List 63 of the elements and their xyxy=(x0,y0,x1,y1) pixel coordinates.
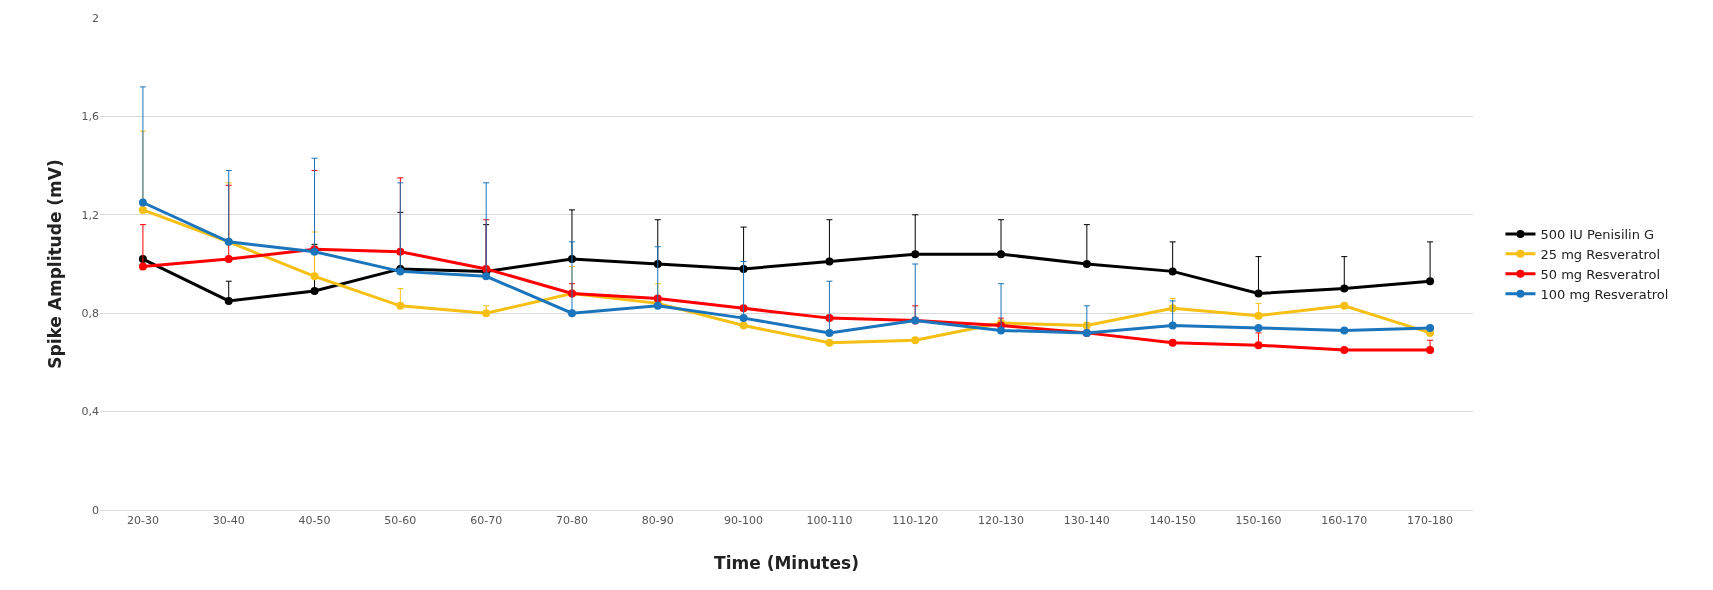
y-tick-label: 0 xyxy=(92,503,99,517)
x-tick-label: 120-130 xyxy=(978,514,1025,528)
point xyxy=(138,205,147,214)
point xyxy=(396,301,405,310)
point xyxy=(567,309,576,318)
x-tick-label: 170-180 xyxy=(1407,514,1454,528)
point xyxy=(1254,341,1263,350)
x-tick-label: 20-30 xyxy=(126,514,159,528)
x-tick-label: 40-50 xyxy=(298,514,331,528)
point xyxy=(1254,311,1263,320)
y-axis-title: Spike Amplitude (mV) xyxy=(45,159,66,369)
x-tick-label: 30-40 xyxy=(212,514,245,528)
x-tick-label: 50-60 xyxy=(384,514,417,528)
point xyxy=(1340,346,1349,355)
point xyxy=(1340,301,1349,310)
point xyxy=(310,287,319,296)
y-tick-label: 2 xyxy=(92,11,99,25)
point xyxy=(310,272,319,281)
point xyxy=(138,198,147,207)
y-tick-label: 1,6 xyxy=(81,110,99,124)
point xyxy=(138,262,147,271)
point xyxy=(739,314,748,323)
x-tick-label: 90-100 xyxy=(724,514,764,528)
legend-label: 50 mg Resveratrol xyxy=(1540,266,1661,282)
y-tick-label: 1,2 xyxy=(81,208,99,222)
point xyxy=(1168,267,1177,276)
point xyxy=(1426,323,1435,332)
point xyxy=(825,257,834,266)
point xyxy=(739,321,748,330)
y-tick-label: 0,8 xyxy=(81,307,99,321)
point xyxy=(911,336,920,345)
x-tick-label: 160-170 xyxy=(1321,514,1368,528)
point xyxy=(1168,338,1177,347)
point xyxy=(825,328,834,337)
point xyxy=(224,296,233,305)
point xyxy=(997,250,1006,259)
point xyxy=(825,338,834,347)
x-tick-label: 130-140 xyxy=(1063,514,1110,528)
legend-label: 25 mg Resveratrol xyxy=(1540,246,1661,262)
point xyxy=(1340,326,1349,335)
point xyxy=(1426,346,1435,355)
point xyxy=(1340,284,1349,293)
point xyxy=(1254,289,1263,298)
x-tick-label: 70-80 xyxy=(555,514,588,528)
x-axis-title: Time (Minutes) xyxy=(714,552,859,573)
x-tick-label: 80-90 xyxy=(641,514,674,528)
x-tick-label: 140-150 xyxy=(1149,514,1196,528)
x-tick-label: 60-70 xyxy=(470,514,503,528)
point xyxy=(1082,260,1091,268)
point xyxy=(911,250,920,259)
legend-label: 500 IU Penisilin G xyxy=(1540,227,1655,243)
point xyxy=(997,326,1006,335)
legend-label: 100 mg Resveratrol xyxy=(1540,286,1669,302)
x-tick-label: 150-160 xyxy=(1235,514,1282,528)
point xyxy=(1426,277,1435,286)
point xyxy=(1254,323,1263,332)
x-tick-label: 110-120 xyxy=(892,514,939,528)
point xyxy=(482,309,491,318)
y-tick-label: 0,4 xyxy=(81,405,99,419)
point xyxy=(482,272,491,281)
point xyxy=(1168,321,1177,330)
point xyxy=(224,255,233,264)
x-tick-label: 100-110 xyxy=(806,514,853,528)
